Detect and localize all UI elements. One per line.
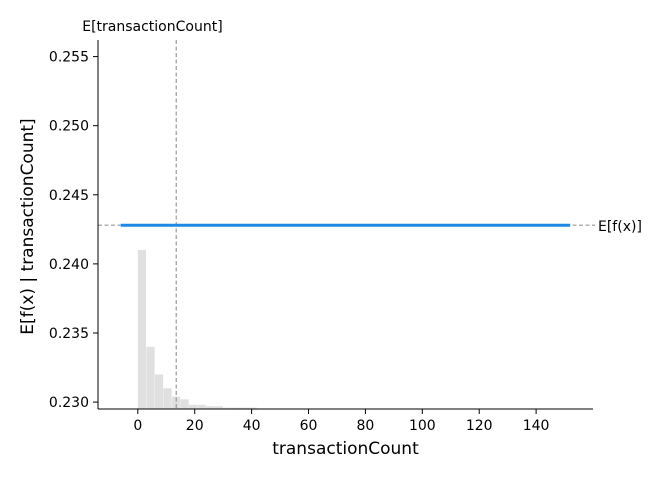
histogram-bar: [189, 404, 198, 409]
histogram-bar: [137, 250, 147, 409]
x-tick-label: 60: [300, 418, 318, 434]
y-tick-label: 0.245: [49, 188, 89, 204]
histogram-bar: [248, 407, 258, 409]
histogram-bar: [231, 407, 240, 409]
x-tick-label: 120: [466, 418, 493, 434]
histogram-bar: [197, 404, 206, 409]
histogram-bar: [240, 407, 249, 409]
x-tick-label: 80: [356, 418, 374, 434]
x-axis-label: transactionCount: [272, 439, 419, 459]
histogram-bar: [171, 396, 181, 409]
histogram-bar: [223, 407, 232, 409]
histogram-bar: [214, 406, 223, 409]
x-tick-label: 0: [133, 418, 142, 434]
expected-value-label: E[f(x)]: [598, 219, 642, 235]
x-tick-label: 140: [523, 418, 550, 434]
y-axis-label: E[f(x) | transactionCount]: [18, 118, 38, 334]
y-tick-label: 0.235: [49, 326, 89, 342]
y-tick-label: 0.230: [49, 395, 89, 411]
x-tick-label: 20: [186, 418, 204, 434]
y-tick-label: 0.255: [49, 50, 89, 66]
x-tick-label: 100: [409, 418, 436, 434]
y-tick-label: 0.250: [49, 119, 89, 135]
y-tick-label: 0.240: [49, 257, 89, 273]
histogram-bar: [146, 346, 155, 409]
expected-feature-label: E[transactionCount]: [82, 19, 222, 35]
x-tick-label: 40: [243, 418, 261, 434]
histogram-bar: [154, 374, 164, 409]
histogram-bar: [163, 388, 172, 409]
histogram-bar: [180, 399, 189, 409]
histogram-bar: [206, 406, 215, 409]
